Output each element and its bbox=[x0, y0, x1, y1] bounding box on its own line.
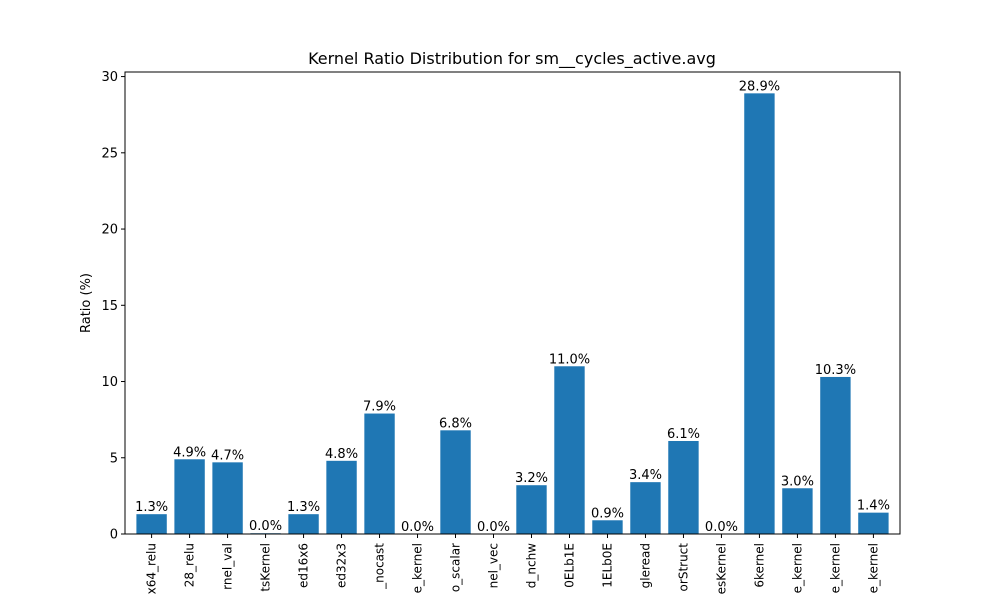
x-tick-label: ed16x6 bbox=[297, 543, 311, 588]
bar-value-label: 0.0% bbox=[249, 519, 282, 534]
bar-value-label: 0.9% bbox=[591, 506, 624, 521]
y-tick-label: 0 bbox=[110, 528, 118, 543]
bar-value-label: 6.8% bbox=[439, 416, 472, 431]
y-tick-label: 5 bbox=[110, 451, 118, 466]
y-tick-label: 15 bbox=[101, 299, 118, 314]
y-tick-label: 10 bbox=[101, 375, 118, 390]
bars-group bbox=[136, 93, 889, 534]
bar bbox=[554, 366, 585, 534]
x-axis-ticks: x64_relu 28_relu rnel_val tsKernel ed16x6 ed3… bbox=[145, 534, 880, 594]
bar-labels-group: 1.3% 4.9% 4.7% 0.0% 1.3% 4.8% 7.9% 0.0% 6.8% 0.0%… bbox=[135, 79, 890, 535]
y-axis-label: Ratio (%) bbox=[79, 273, 94, 333]
bar bbox=[136, 514, 167, 534]
bar-value-label: 10.3% bbox=[815, 363, 856, 378]
x-tick-label: 1ELb0E bbox=[600, 543, 614, 588]
bar bbox=[212, 462, 243, 534]
plot-frame bbox=[124, 71, 901, 535]
x-tick-label: e_kernel bbox=[866, 543, 880, 593]
bar-value-label: 4.8% bbox=[325, 447, 358, 462]
bar-value-label: 0.0% bbox=[401, 520, 434, 535]
bar-value-label: 4.7% bbox=[211, 448, 244, 463]
x-tick-label: 28_relu bbox=[183, 543, 197, 587]
bar bbox=[364, 413, 395, 534]
x-tick-label: tsKernel bbox=[259, 543, 273, 592]
x-tick-label: orStruct bbox=[676, 543, 690, 592]
bar bbox=[592, 520, 623, 534]
x-tick-label: rnel_val bbox=[221, 543, 235, 590]
bar bbox=[288, 514, 319, 534]
bar-value-label: 3.0% bbox=[781, 474, 814, 489]
y-tick-label: 20 bbox=[101, 223, 118, 238]
x-tick-label: nel_vec bbox=[487, 543, 501, 588]
bar bbox=[440, 430, 471, 534]
y-tick-label: 25 bbox=[101, 146, 118, 161]
chart-title: Kernel Ratio Distribution for sm__cycles… bbox=[308, 49, 716, 69]
x-tick-label: gleread bbox=[638, 543, 652, 588]
bar-value-label: 6.1% bbox=[667, 427, 700, 442]
bar-value-label: 3.2% bbox=[515, 471, 548, 486]
bar bbox=[668, 440, 699, 534]
x-tick-label: d_nchw bbox=[525, 543, 539, 588]
bar-value-label: 1.4% bbox=[857, 499, 890, 514]
bar bbox=[858, 512, 889, 534]
bar bbox=[516, 485, 547, 534]
bar bbox=[820, 376, 851, 534]
bar bbox=[630, 482, 661, 534]
x-tick-label: _nocast bbox=[373, 543, 387, 590]
bar-value-label: 1.3% bbox=[287, 500, 320, 515]
bar bbox=[174, 459, 205, 534]
bar-value-label: 0.0% bbox=[477, 520, 510, 535]
x-tick-label: o_scalar bbox=[449, 543, 463, 592]
bar-value-label: 11.0% bbox=[549, 352, 590, 367]
bar bbox=[782, 488, 813, 534]
y-tick-label: 30 bbox=[101, 70, 118, 85]
x-tick-label: ed32x3 bbox=[335, 543, 349, 588]
bar bbox=[326, 460, 357, 534]
x-tick-label: x64_relu bbox=[145, 543, 159, 594]
bar-value-label: 3.4% bbox=[629, 468, 662, 483]
x-tick-label: 6kernel bbox=[752, 543, 766, 588]
x-tick-label: 0ELb1E bbox=[562, 543, 576, 588]
bar-value-label: 28.9% bbox=[739, 79, 780, 94]
x-tick-label: esKernel bbox=[714, 543, 728, 594]
x-tick-label: e_kernel bbox=[411, 543, 425, 593]
x-tick-label: e_kernel bbox=[828, 543, 842, 593]
bar-value-label: 1.3% bbox=[135, 500, 168, 515]
y-axis-ticks: 0 5 10 15 20 25 30 bbox=[101, 70, 125, 543]
bar bbox=[744, 93, 775, 534]
bar-value-label: 7.9% bbox=[363, 400, 396, 415]
x-tick-label: e_kernel bbox=[790, 543, 804, 593]
bar-value-label: 4.9% bbox=[173, 445, 206, 460]
bar-value-label: 0.0% bbox=[705, 520, 738, 535]
